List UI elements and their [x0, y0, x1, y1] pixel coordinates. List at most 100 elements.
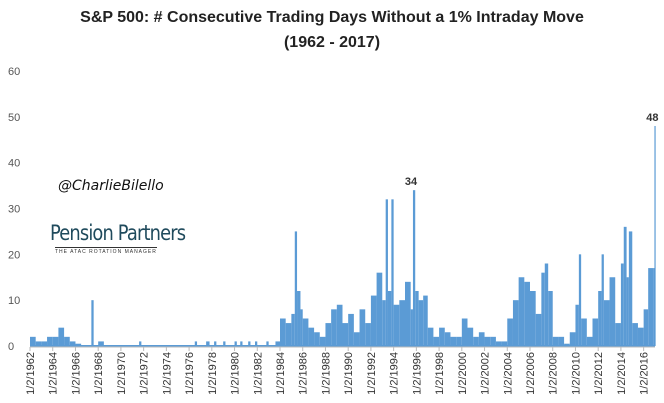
- x-tick-label: 1/2/1998: [434, 352, 446, 395]
- y-tick-label: 60: [8, 66, 20, 78]
- bar: [418, 300, 424, 346]
- x-tick-label: 1/2/2014: [616, 352, 628, 395]
- bar: [478, 332, 485, 346]
- bar: [391, 199, 394, 346]
- bar: [359, 309, 366, 346]
- bar: [569, 332, 576, 346]
- bar: [524, 281, 530, 346]
- bar: [382, 300, 386, 346]
- bar: [592, 318, 599, 346]
- x-tick-label: 1/2/1990: [343, 352, 355, 395]
- bar: [387, 291, 392, 346]
- logo-tagline: THE ATAC ROTATION MANAGER: [55, 247, 157, 255]
- y-tick-label: 50: [8, 112, 20, 124]
- x-tick-label: 1/2/2002: [480, 352, 492, 395]
- bar: [490, 336, 496, 346]
- bar: [365, 323, 371, 346]
- bar: [632, 323, 638, 346]
- bar: [427, 327, 434, 346]
- x-tick-label: 1/2/1970: [116, 352, 128, 395]
- bar: [412, 190, 416, 346]
- bar: [75, 343, 82, 346]
- bar: [399, 300, 405, 346]
- bar: [410, 309, 413, 346]
- bar: [300, 309, 303, 346]
- bar: [609, 277, 616, 346]
- x-tick-label: 1/2/1980: [230, 352, 242, 395]
- bar: [348, 313, 354, 346]
- bar: [353, 332, 360, 346]
- y-tick-label: 0: [8, 341, 14, 353]
- bar: [586, 336, 593, 346]
- y-tick-label: 10: [8, 295, 20, 307]
- bar: [601, 254, 604, 346]
- bar: [512, 300, 519, 346]
- x-tick-label: 1/2/1966: [70, 352, 82, 395]
- bar: [581, 318, 587, 346]
- bar: [294, 231, 298, 346]
- bar: [603, 300, 610, 346]
- bar: [280, 318, 286, 346]
- x-tick-label: 1/2/1968: [93, 352, 105, 395]
- bar: [214, 341, 217, 346]
- bar: [194, 341, 198, 346]
- bar: [578, 254, 582, 346]
- bar: [626, 277, 629, 346]
- x-tick-label: 1/2/1996: [411, 352, 423, 395]
- bar: [285, 323, 292, 346]
- bar: [266, 341, 269, 346]
- bar: [319, 336, 326, 346]
- bar: [598, 291, 602, 346]
- x-tick-label: 1/2/2010: [570, 352, 582, 395]
- bar: [370, 295, 377, 346]
- bar: [405, 281, 411, 346]
- bar: [47, 336, 53, 346]
- bar: [69, 341, 76, 346]
- bar: [52, 336, 59, 346]
- bar: [336, 304, 343, 346]
- bar: [308, 327, 315, 346]
- y-tick-label: 40: [8, 158, 20, 170]
- bar: [98, 341, 104, 346]
- bar: [314, 332, 320, 346]
- bar: [415, 291, 419, 346]
- bar: [654, 126, 656, 346]
- bar: [530, 291, 536, 346]
- bar: [467, 327, 474, 346]
- bar: [548, 291, 553, 346]
- bar: [456, 336, 462, 346]
- bar: [507, 318, 513, 346]
- bar: [535, 313, 542, 346]
- x-tick-label: 1/2/1984: [275, 352, 287, 395]
- bar: [302, 318, 309, 346]
- bar: [628, 231, 633, 346]
- bar: [342, 323, 349, 346]
- x-tick-label: 1/2/1974: [161, 352, 173, 395]
- x-tick-label: 1/2/1962: [25, 352, 37, 395]
- bar: [473, 336, 479, 346]
- bar: [297, 291, 301, 346]
- bar: [620, 263, 624, 346]
- bar: [393, 304, 400, 346]
- x-tick-label: 1/2/2008: [548, 352, 560, 395]
- bar: [139, 341, 142, 346]
- bar: [637, 327, 644, 346]
- bar: [615, 323, 621, 346]
- bar: [30, 336, 36, 346]
- x-tick-label: 1/2/1972: [139, 352, 151, 395]
- bar: [575, 304, 579, 346]
- bar: [648, 268, 654, 346]
- bar: [331, 309, 337, 346]
- bar: [643, 309, 649, 346]
- x-tick-label: 1/2/1976: [184, 352, 196, 395]
- bar: [423, 295, 428, 346]
- bar: [444, 332, 451, 346]
- bar: [623, 226, 627, 346]
- x-tick-label: 1/2/2000: [457, 352, 469, 395]
- x-tick-label: 1/2/1994: [389, 352, 401, 395]
- x-tick-label: 1/2/2006: [525, 352, 537, 395]
- chart-subtitle: (1962 - 2017): [283, 34, 381, 51]
- bar: [376, 272, 383, 346]
- x-tick-label: 1/2/1982: [252, 352, 264, 395]
